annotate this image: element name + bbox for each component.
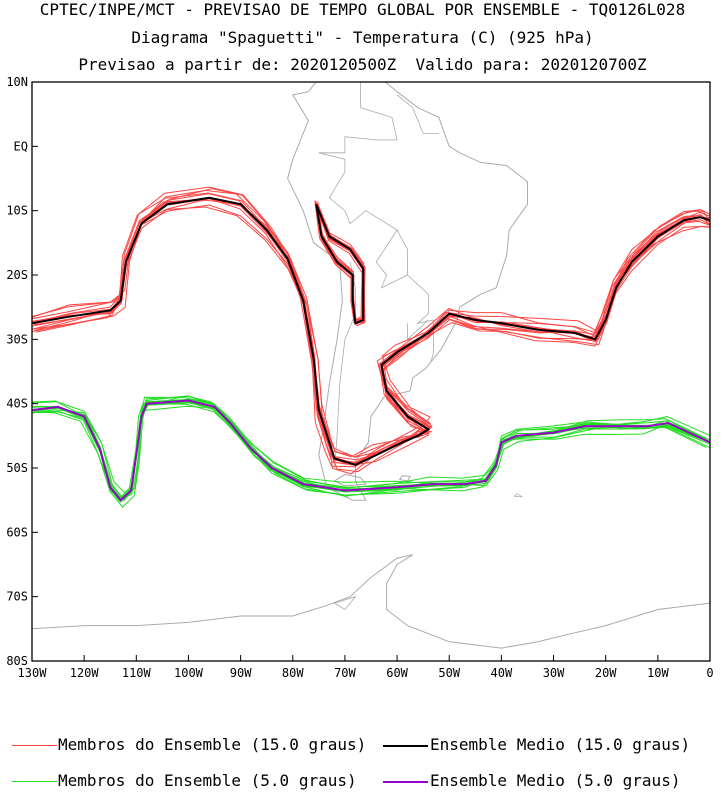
coastline-1 [333, 473, 367, 487]
y-tick-label: 80S [6, 654, 28, 668]
legend-label-mean15: Ensemble Medio (15.0 graus) [430, 735, 691, 754]
x-tick-label: 0 [706, 666, 713, 680]
legend-swatch-mean15 [383, 745, 428, 747]
x-tick-label: 60W [386, 666, 408, 680]
legend-swatch-member5 [12, 781, 57, 782]
y-tick-label: 30S [6, 332, 28, 346]
x-tick-label: 130W [18, 666, 48, 680]
country-border-1 [334, 262, 356, 469]
y-tick-label: 70S [6, 590, 28, 604]
member15-andes-line-14 [314, 200, 366, 327]
x-tick-label: 20W [595, 666, 617, 680]
country-border-0 [318, 152, 434, 363]
x-tick-label: 10W [647, 666, 669, 680]
legend-label-member5: Membros do Ensemble (5.0 graus) [58, 771, 357, 790]
series-layer [32, 186, 710, 508]
chart-title-line-1: CPTEC/INPE/MCT - PREVISAO DE TEMPO GLOBA… [39, 0, 686, 19]
mean15-andes-line [315, 203, 365, 325]
y-tick-label: 40S [6, 397, 28, 411]
chart-plot: 130W 120W 110W 100W 90W 80W 70W 60W 50W 40W 30W 20W… [6, 75, 713, 680]
chart-title-line-2: Diagrama "Spaguetti" - Temperatura (C) (… [131, 28, 594, 47]
mean15-line [32, 196, 710, 466]
member5-line-2 [32, 395, 710, 502]
x-tick-label: 110W [122, 666, 152, 680]
member5-line-4 [32, 403, 710, 494]
plot-frame [31, 81, 711, 662]
chart-title-line-3: Previsao a partir de: 2020120500Z Valido… [78, 55, 647, 74]
legend-label-member15: Membros do Ensemble (15.0 graus) [58, 735, 367, 754]
member15-line-6 [32, 198, 710, 466]
country-border-3 [407, 319, 429, 341]
coastline-alexander-island [333, 595, 357, 611]
legend-swatch-mean5 [383, 781, 428, 783]
x-tick-label: 80W [282, 666, 304, 680]
y-tick-label: 50S [6, 461, 28, 475]
coastline-2 [398, 475, 411, 482]
y-tick-label: 10N [6, 75, 28, 89]
legend-label-mean5: Ensemble Medio (5.0 graus) [430, 771, 681, 790]
member5-line-6 [32, 395, 710, 502]
x-tick-label: 30W [543, 666, 565, 680]
member15-line-14 [32, 193, 710, 464]
mean5-line [32, 399, 710, 502]
legend-swatch-member15 [12, 745, 57, 746]
x-tick-label: 40W [491, 666, 513, 680]
x-tick-label: 90W [230, 666, 252, 680]
x-tick-label: 70W [334, 666, 356, 680]
x-tick-label: 120W [70, 666, 100, 680]
member5-line-7 [32, 401, 710, 499]
member15-line-13 [34, 192, 710, 466]
member5-line-9 [32, 395, 708, 508]
y-tick-label: EQ [14, 139, 28, 153]
y-tick-label: 60S [6, 525, 28, 539]
coastline-layer [32, 82, 710, 649]
x-tick-label: 50W [438, 666, 460, 680]
y-tick-label: 20S [6, 268, 28, 282]
coastline-0 [287, 82, 528, 501]
y-tick-label: 10S [6, 204, 28, 218]
country-border-5 [396, 94, 439, 134]
coastline-antarctica [32, 554, 710, 649]
x-tick-label: 100W [174, 666, 204, 680]
axis-layer: 130W 120W 110W 100W 90W 80W 70W 60W 50W 40W 30W 20W… [6, 75, 713, 680]
country-border-4 [318, 82, 398, 154]
country-border-2 [375, 229, 408, 289]
coastline-south-georgia [513, 493, 523, 498]
